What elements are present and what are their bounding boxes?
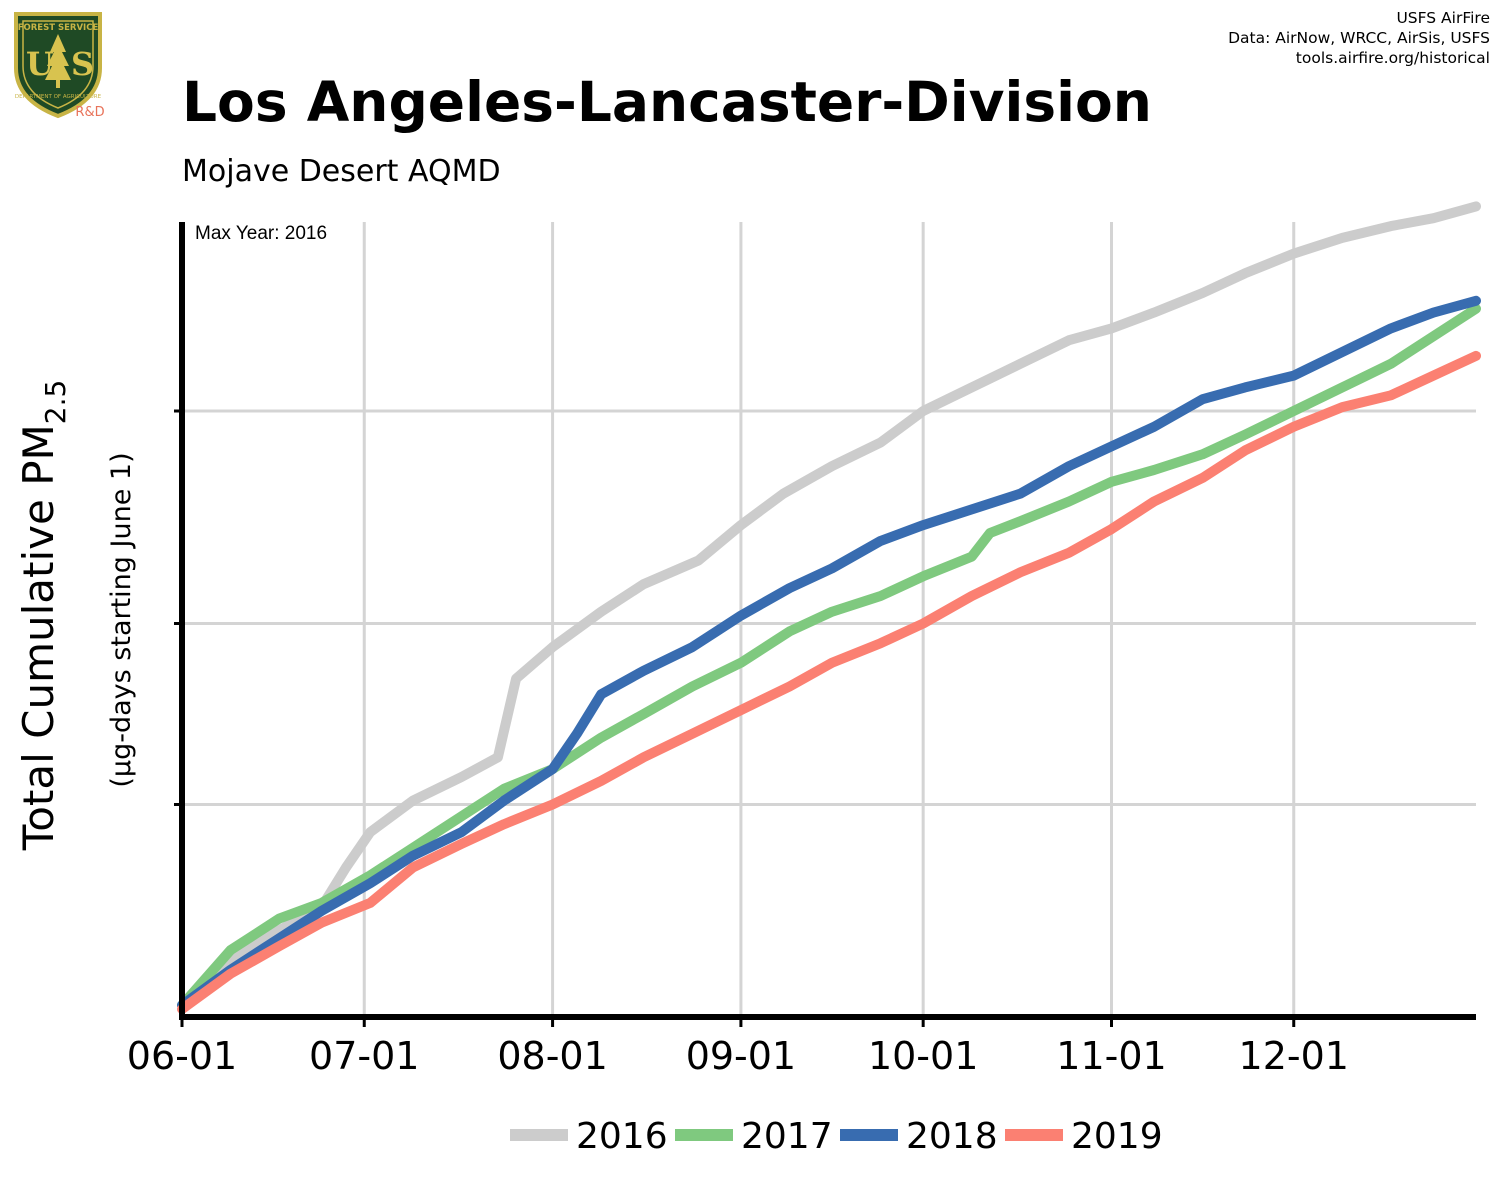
svg-text:FOREST SERVICE: FOREST SERVICE (18, 23, 99, 33)
legend-label-2018: 2018 (906, 1116, 998, 1157)
axes (174, 222, 1476, 1027)
x-tick-label: 08-01 (497, 1034, 607, 1078)
series-lines (177, 201, 1481, 1015)
x-tick-label: 12-01 (1239, 1034, 1349, 1078)
y-axis-label: Total Cumulative PM2.5 (14, 380, 72, 852)
series-line-2018 (177, 295, 1481, 1011)
page-title: Los Angeles-Lancaster-Division (182, 70, 1152, 134)
series-line-2017 (177, 303, 1481, 1011)
series-line-2016 (177, 201, 1481, 1011)
x-tick-label: 10-01 (868, 1034, 978, 1078)
legend-label-2017: 2017 (741, 1116, 833, 1157)
rd-tag: R&D (75, 105, 104, 120)
credit-line: tools.airfire.org/historical (1295, 49, 1490, 67)
x-tick-label: 07-01 (309, 1034, 419, 1078)
y-axis-sublabel: (µg-days starting June 1) (106, 452, 137, 787)
series-line-2019 (177, 350, 1481, 1015)
x-tick-label: 06-01 (127, 1034, 237, 1078)
svg-text:S: S (71, 45, 94, 83)
legend-label-2016: 2016 (576, 1116, 668, 1157)
legend-label-2019: 2019 (1071, 1116, 1163, 1157)
credit-line: Data: AirNow, WRCC, AirSis, USFS (1228, 29, 1490, 47)
credits: USFS AirFire Data: AirNow, WRCC, AirSis,… (1228, 8, 1490, 68)
credit-line: USFS AirFire (1396, 9, 1490, 27)
x-tick-label: 09-01 (686, 1034, 796, 1078)
cumulative-pm25-chart: Max Year: 2016 Total Cumulative PM2.5 (µ… (14, 201, 1481, 1078)
max-year-annotation: Max Year: 2016 (195, 223, 327, 244)
x-tick-labels: 06-01 07-01 08-01 09-01 10-01 11-01 12-01 (127, 1034, 1349, 1078)
legend: 2016 2017 2018 2019 (510, 1116, 1163, 1157)
x-tick-label: 11-01 (1056, 1034, 1166, 1078)
svg-text:DEPARTMENT OF AGRICULTURE: DEPARTMENT OF AGRICULTURE (15, 94, 102, 100)
page-subtitle: Mojave Desert AQMD (182, 154, 501, 189)
usfs-logo: FOREST SERVICE U S DEPARTMENT OF AGRICUL… (14, 12, 105, 120)
